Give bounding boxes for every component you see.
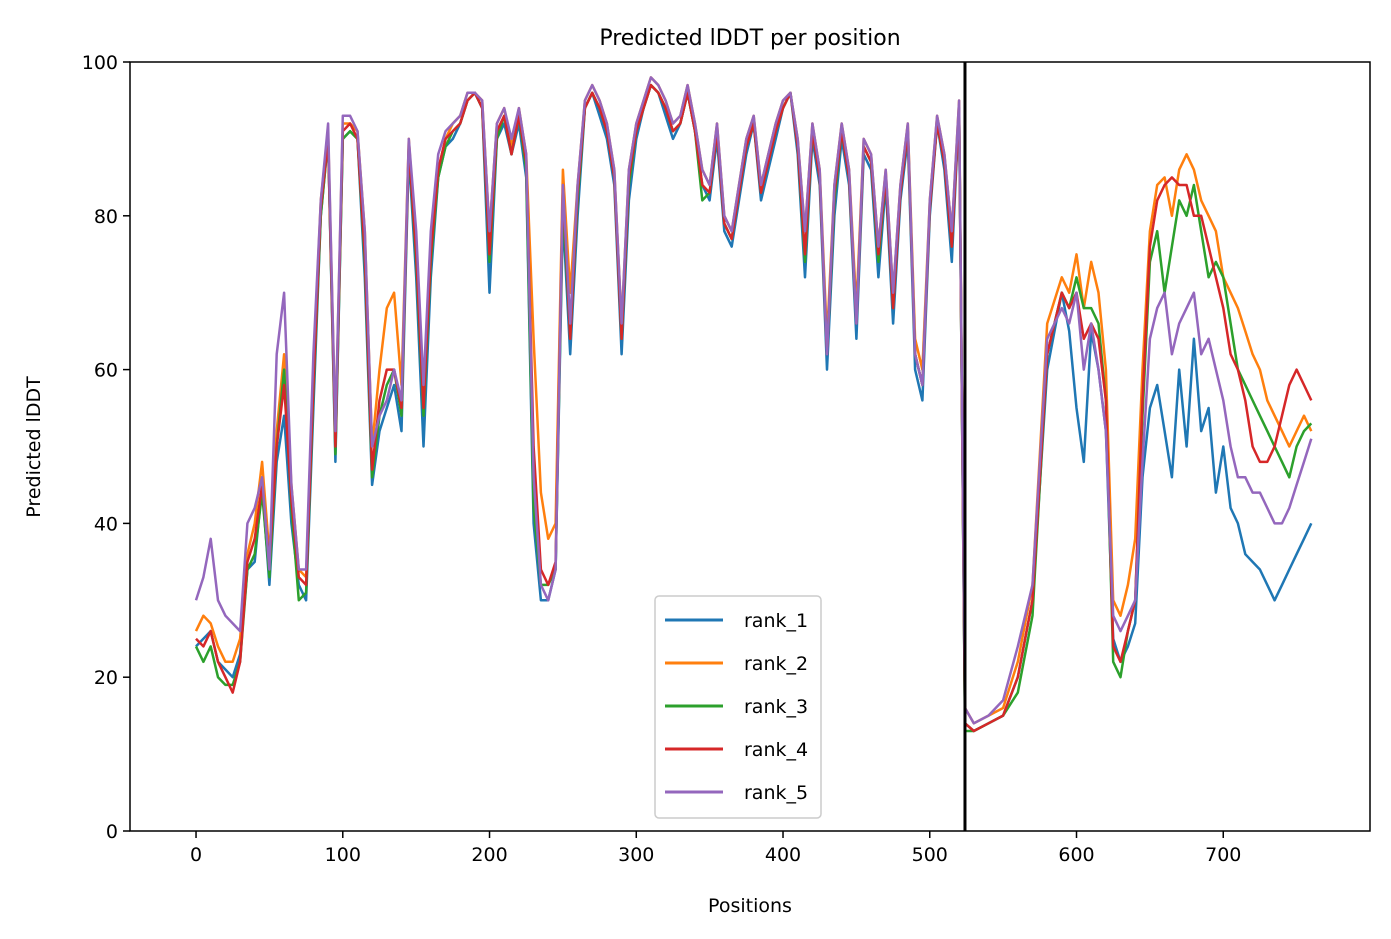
plot-frame	[129, 61, 1371, 832]
plot-area: 0 100 200 300 400 500 600 700 0 20 40 60 80 100	[82, 52, 1371, 866]
x-tick-label: 500	[912, 844, 948, 866]
legend-label: rank_2	[744, 653, 808, 675]
x-tick-label: 200	[471, 844, 507, 866]
legend-label: rank_1	[744, 610, 808, 632]
x-tick-label: 0	[190, 844, 202, 866]
x-tick-label: 600	[1058, 844, 1094, 866]
legend-label: rank_3	[744, 696, 808, 718]
legend-label: rank_4	[744, 739, 808, 761]
x-tick-label: 300	[618, 844, 654, 866]
y-axis-label: Predicted lDDT	[23, 376, 45, 518]
y-tick-label: 80	[94, 206, 118, 228]
series-lines	[194, 76, 1313, 733]
y-tick-label: 0	[106, 821, 118, 843]
legend: rank_1 rank_2 rank_3 rank_4 rank_5	[654, 595, 822, 819]
legend-entry-rank-3: rank_3	[665, 696, 808, 718]
x-tick-label: 400	[765, 844, 801, 866]
y-tick-label: 20	[94, 667, 118, 689]
legend-entry-rank-1: rank_1	[665, 610, 808, 632]
legend-label: rank_5	[744, 782, 808, 804]
chart-title: Predicted lDDT per position	[599, 26, 900, 51]
series-line-rank-4	[195, 83, 1313, 733]
x-axis-label: Positions	[708, 895, 792, 917]
x-tick-label: 700	[1205, 844, 1241, 866]
y-tick-label: 40	[94, 513, 118, 535]
y-tick-label: 100	[82, 52, 118, 74]
legend-entry-rank-5: rank_5	[665, 782, 808, 804]
legend-entry-rank-2: rank_2	[665, 653, 808, 675]
y-axis-ticks: 0 20 40 60 80 100	[82, 52, 130, 843]
y-tick-label: 60	[94, 360, 118, 382]
x-tick-label: 100	[325, 844, 361, 866]
legend-box	[654, 595, 822, 819]
x-axis-ticks: 0 100 200 300 400 500 600 700	[190, 831, 1241, 866]
legend-entry-rank-4: rank_4	[665, 739, 808, 761]
series-line-rank-5	[194, 76, 1313, 725]
